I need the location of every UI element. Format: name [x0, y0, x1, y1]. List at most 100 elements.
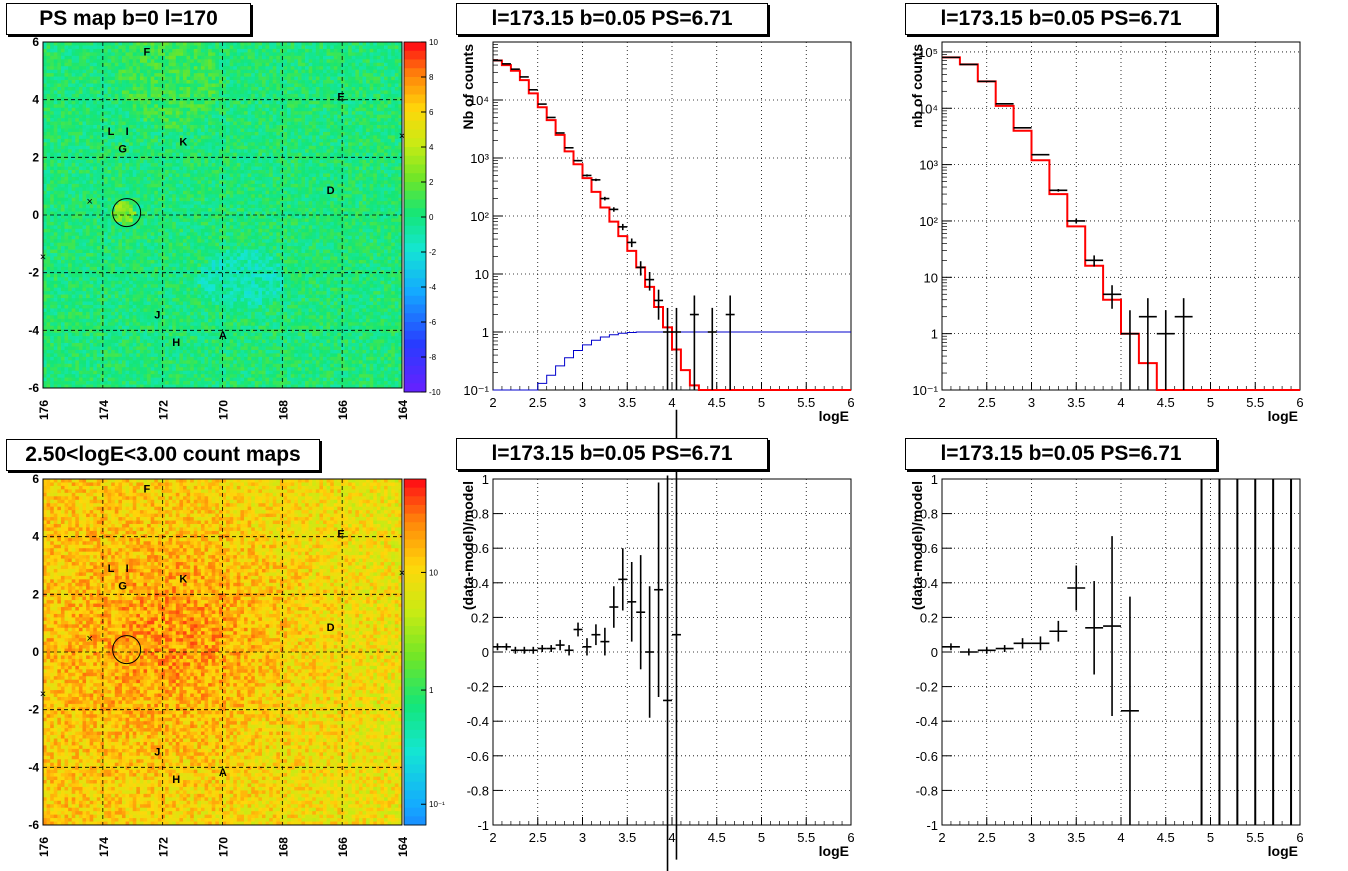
- map-pixel: [68, 145, 73, 150]
- map-pixel: [129, 273, 134, 278]
- map-pixel: [215, 377, 220, 382]
- map-pixel: [125, 336, 130, 340]
- map-pixel: [147, 353, 152, 358]
- map-pixel: [100, 339, 105, 344]
- map-pixel: [121, 163, 126, 167]
- map-pixel: [172, 152, 177, 157]
- map-pixel: [86, 128, 91, 133]
- map-pixel: [132, 69, 137, 74]
- map-pixel: [147, 284, 152, 289]
- map-pixel: [60, 218, 65, 223]
- map-pixel: [147, 66, 152, 71]
- map-pixel: [168, 45, 173, 50]
- map-pixel: [143, 298, 148, 302]
- map-pixel: [71, 280, 76, 285]
- map-pixel: [93, 263, 98, 268]
- map-pixel: [208, 131, 213, 136]
- map-pixel: [86, 69, 91, 74]
- map-pixel: [150, 308, 155, 313]
- map-pixel: [118, 218, 123, 223]
- map-pixel: [179, 377, 184, 382]
- map-pixel: [121, 190, 126, 195]
- map-pixel: [150, 349, 155, 354]
- map-pixel: [104, 125, 108, 129]
- map-pixel: [71, 294, 76, 299]
- map-pixel: [215, 325, 220, 330]
- map-pixel: [125, 277, 130, 282]
- map-pixel: [172, 73, 177, 77]
- map-pixel: [215, 183, 220, 188]
- map-pixel: [161, 287, 166, 292]
- map-pixel: [179, 159, 184, 164]
- map-pixel: [175, 377, 180, 382]
- map-pixel: [43, 277, 47, 282]
- map-pixel: [100, 118, 105, 122]
- map-pixel: [197, 176, 202, 181]
- map-pixel: [118, 80, 123, 84]
- map-pixel: [82, 125, 87, 129]
- map-pixel: [53, 187, 58, 192]
- map-pixel: [57, 125, 62, 129]
- map-pixel: [89, 201, 94, 205]
- map-pixel: [57, 304, 62, 309]
- map-pixel: [154, 360, 159, 365]
- map-pixel: [64, 353, 69, 358]
- map-pixel: [107, 42, 112, 46]
- map-pixel: [211, 76, 216, 81]
- map-pixel: [204, 253, 209, 257]
- map-pixel: [78, 131, 83, 136]
- map-pixel: [53, 204, 58, 209]
- map-pixel: [175, 270, 180, 275]
- map-pixel: [186, 48, 191, 53]
- map-pixel: [168, 52, 173, 57]
- map-pixel: [136, 204, 141, 209]
- map-pixel: [211, 55, 216, 60]
- map-pixel: [204, 142, 209, 147]
- map-pixel: [121, 287, 126, 292]
- map-pixel: [60, 135, 65, 140]
- map-pixel: [179, 138, 184, 143]
- map-pixel: [107, 353, 112, 358]
- map-pixel: [129, 83, 134, 88]
- map-pixel: [46, 104, 51, 109]
- map-pixel: [43, 325, 47, 330]
- map-pixel: [143, 90, 148, 95]
- map-pixel: [68, 55, 73, 60]
- map-pixel: [161, 55, 166, 60]
- map-pixel: [143, 294, 148, 299]
- map-pixel: [218, 190, 223, 195]
- map-pixel: [193, 322, 198, 327]
- map-pixel: [86, 304, 91, 309]
- map-pixel: [60, 367, 65, 372]
- map-pixel: [136, 159, 141, 164]
- map-pixel: [75, 239, 80, 244]
- map-pixel: [190, 363, 195, 368]
- map-pixel: [46, 66, 51, 71]
- map-pixel: [204, 176, 209, 181]
- map-pixel: [186, 356, 191, 361]
- map-pixel: [154, 270, 159, 275]
- map-pixel: [193, 263, 198, 268]
- map-pixel: [71, 152, 76, 157]
- map-pixel: [179, 370, 184, 375]
- map-pixel: [118, 360, 123, 365]
- map-pixel: [218, 114, 223, 119]
- map-pixel: [71, 187, 76, 192]
- map-pixel: [172, 163, 177, 167]
- map-pixel: [157, 170, 162, 174]
- map-pixel: [208, 346, 213, 351]
- map-pixel: [121, 374, 126, 378]
- map-pixel: [161, 228, 166, 233]
- map-pixel: [46, 304, 51, 309]
- map-pixel: [60, 197, 65, 202]
- map-pixel: [129, 266, 134, 271]
- map-pixel: [136, 145, 141, 150]
- map-pixel: [197, 225, 202, 230]
- map-pixel: [204, 346, 209, 351]
- map-pixel: [186, 246, 191, 250]
- map-pixel: [143, 325, 148, 330]
- map-pixel: [86, 83, 91, 88]
- map-pixel: [107, 235, 112, 240]
- map-pixel: [215, 73, 220, 77]
- map-pixel: [111, 211, 116, 216]
